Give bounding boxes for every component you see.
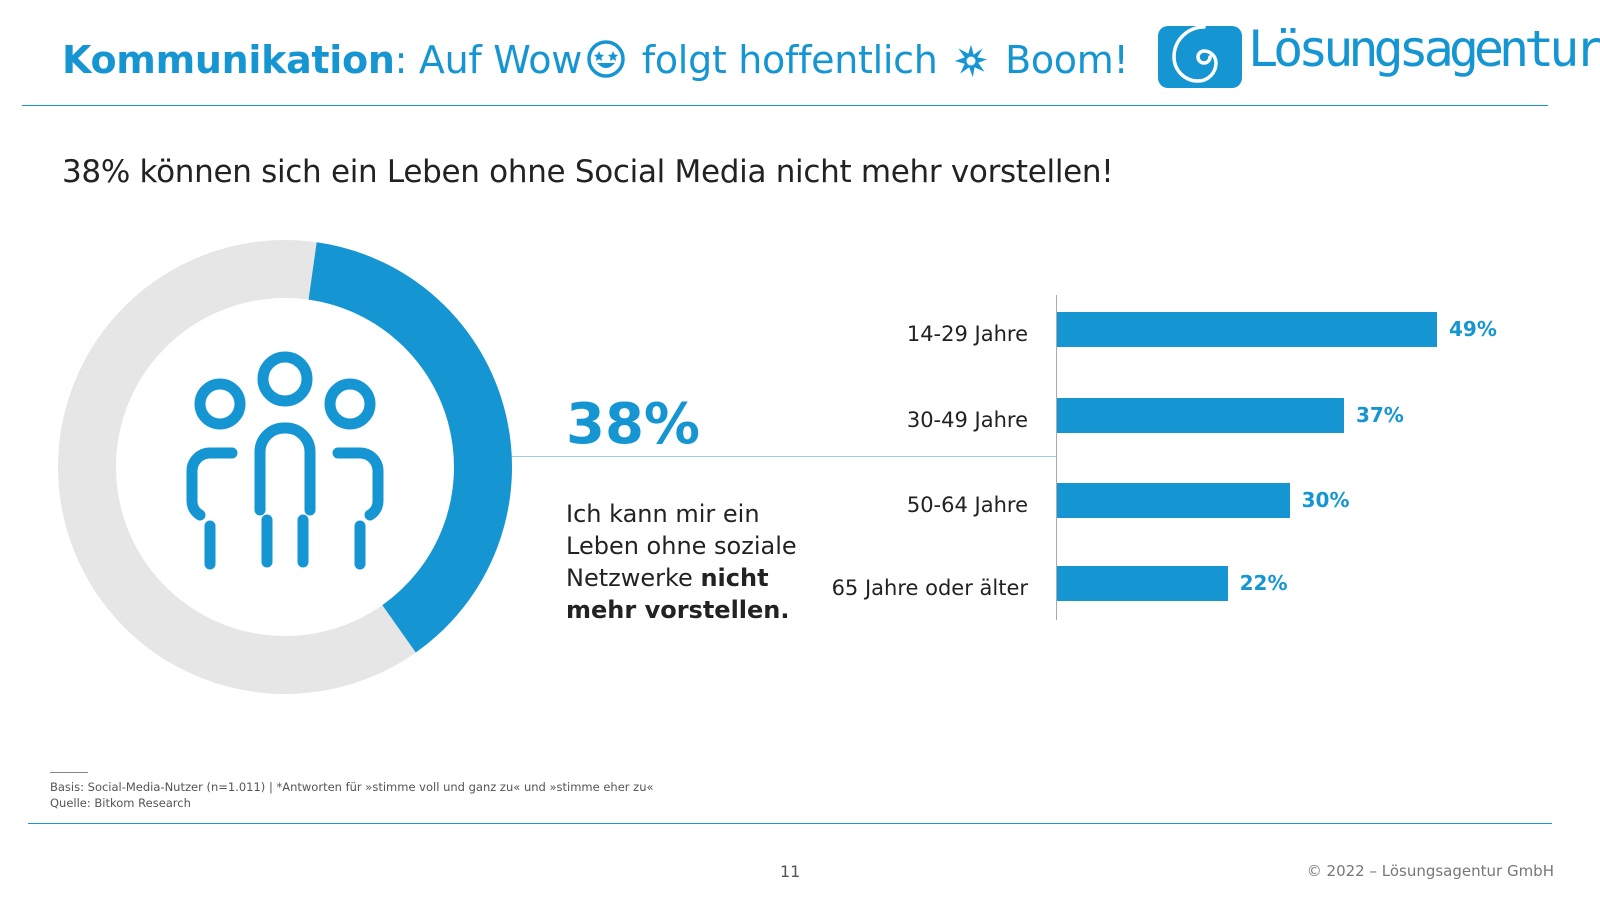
spiral-logo-icon	[1158, 25, 1242, 88]
slide-title: Kommunikation: Auf Wow folgt hoffentlich…	[62, 38, 1129, 82]
header-divider	[22, 105, 1548, 106]
title-part-1: Auf Wow	[418, 38, 582, 82]
title-bold: Kommunikation	[62, 38, 395, 82]
connector-line	[512, 456, 1057, 457]
donut-chart	[58, 240, 512, 694]
footnote-divider	[50, 772, 88, 773]
bar-mark	[1057, 398, 1344, 433]
bar-value-label: 37%	[1355, 403, 1404, 427]
people-group-icon	[186, 351, 384, 570]
bar-mark	[1057, 566, 1228, 601]
footnote-source: Quelle: Bitkom Research	[50, 796, 191, 810]
logo-wordmark: Lösungsagentur.at	[1248, 20, 1600, 78]
bar-category-label: 65 Jahre oder älter	[831, 576, 1028, 600]
bar-mark	[1057, 483, 1290, 518]
star-struck-emoji-icon	[587, 40, 625, 78]
bar-category-label: 14-29 Jahre	[906, 322, 1028, 346]
slide-subtitle: 38% können sich ein Leben ohne Social Me…	[62, 154, 1114, 190]
bar-category-label: 50-64 Jahre	[906, 493, 1028, 517]
bar-value-label: 49%	[1449, 317, 1497, 341]
statement-bold: nicht mehr vorstellen.	[566, 564, 790, 624]
bar-mark	[1057, 312, 1437, 347]
statement-regular: Ich kann mir ein Leben ohne soziale Netz…	[566, 500, 797, 592]
boom-burst-icon	[955, 44, 988, 78]
footnote-basis: Basis: Social-Media-Nutzer (n=1.011) | *…	[50, 780, 654, 794]
bar-axis	[1056, 295, 1057, 620]
title-part-2: folgt hoffentlich	[641, 38, 938, 82]
statement-text: Ich kann mir ein Leben ohne soziale Netz…	[566, 498, 826, 626]
title-colon: :	[394, 38, 408, 82]
title-part-3: Boom!	[1005, 38, 1129, 82]
bar-value-label: 22%	[1239, 571, 1288, 595]
copyright-text: © 2022 – Lösungsagentur GmbH	[1306, 862, 1554, 880]
footer-divider	[28, 823, 1552, 824]
page-number: 11	[780, 862, 801, 881]
bar-value-label: 30%	[1301, 488, 1350, 512]
highlight-percentage: 38%	[566, 392, 701, 457]
bar-category-label: 30-49 Jahre	[906, 408, 1028, 432]
donut-highlight-segment	[308, 242, 512, 653]
